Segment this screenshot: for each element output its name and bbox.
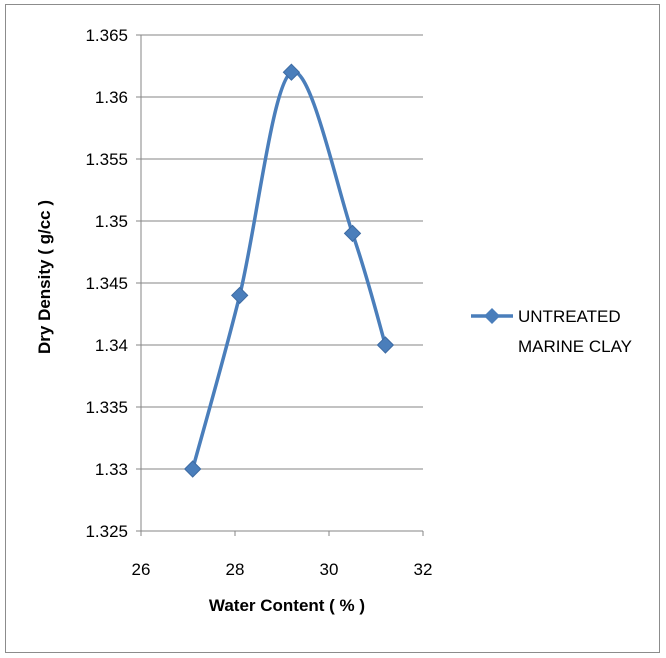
legend-label-line-1: UNTREATED (518, 307, 621, 326)
y-tick-label: 1.345 (85, 274, 128, 293)
data-point (343, 224, 362, 243)
legend-label-line-2: MARINE CLAY (518, 337, 632, 356)
data-point (183, 460, 202, 478)
y-tick-label: 1.355 (85, 150, 128, 169)
x-axis-ticks: 26 28 30 32 (132, 531, 433, 579)
x-tick-label: 26 (132, 560, 151, 579)
y-tick-label: 1.365 (85, 26, 128, 45)
y-tick-label: 1.36 (95, 88, 128, 107)
data-point (282, 63, 301, 81)
y-tick-label: 1.35 (95, 212, 128, 231)
x-tick-label: 32 (414, 560, 433, 579)
series-group (183, 63, 395, 478)
y-axis-ticks: 1.325 1.33 1.335 1.34 1.345 1.35 1.355 1.36 1.36… (85, 26, 141, 541)
y-tick-label: 1.34 (95, 336, 128, 355)
y-axis-title: Dry Density ( g/cc ) (35, 200, 54, 354)
chart-frame (5, 4, 660, 653)
data-point (230, 286, 249, 305)
x-tick-label: 30 (320, 560, 339, 579)
y-tick-label: 1.335 (85, 398, 128, 417)
x-tick-label: 28 (226, 560, 245, 579)
y-tick-label: 1.325 (85, 522, 128, 541)
data-point (376, 336, 395, 354)
legend: UNTREATED MARINE CLAY (471, 307, 632, 356)
legend-marker (484, 308, 500, 324)
gridlines (141, 34, 423, 470)
y-tick-label: 1.33 (95, 460, 128, 479)
x-axis-title: Water Content ( % ) (209, 596, 365, 615)
series-line (191, 70, 388, 470)
